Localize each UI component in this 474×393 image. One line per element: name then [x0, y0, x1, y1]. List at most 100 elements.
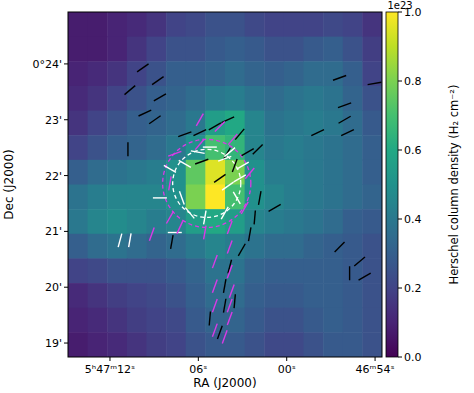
- heat-cell: [245, 185, 265, 210]
- polarization-vector: [249, 227, 251, 241]
- heat-cell: [225, 86, 245, 111]
- heat-cell: [264, 258, 284, 283]
- polarization-vector: [227, 299, 232, 312]
- heat-cell: [245, 308, 265, 333]
- heat-cell: [343, 185, 363, 210]
- heat-cell: [284, 258, 304, 283]
- heat-cell: [304, 160, 324, 185]
- heat-cell: [127, 12, 147, 37]
- heat-cell: [88, 283, 108, 308]
- polarization-vector: [354, 257, 365, 266]
- x-tick-label: 46ᵐ54ˢ: [356, 363, 395, 376]
- polarization-vector: [242, 149, 254, 156]
- heat-cell: [343, 209, 363, 234]
- heat-cell: [264, 308, 284, 333]
- heat-cell: [343, 86, 363, 111]
- heat-cell: [304, 61, 324, 86]
- polarization-vector: [311, 130, 324, 136]
- heat-cell: [362, 61, 382, 86]
- aperture-circle: [163, 139, 251, 227]
- heat-cell: [304, 258, 324, 283]
- heat-cell: [245, 283, 265, 308]
- heat-cell: [107, 86, 127, 111]
- polarization-vector: [228, 134, 237, 145]
- heat-cell: [127, 258, 147, 283]
- heat-cell: [147, 135, 167, 160]
- heat-cell: [68, 185, 88, 210]
- polarization-vector: [232, 159, 237, 172]
- heat-cell: [264, 209, 284, 234]
- heat-cell: [186, 258, 206, 283]
- heat-cell: [264, 135, 284, 160]
- heat-cell: [343, 37, 363, 62]
- polarization-vector: [127, 142, 128, 156]
- colorbar-tick: [398, 81, 402, 82]
- polarization-vector: [359, 273, 371, 280]
- heat-cell: [362, 332, 382, 357]
- polarization-vector: [137, 64, 148, 72]
- heat-cell: [107, 185, 127, 210]
- heat-cell: [127, 160, 147, 185]
- heat-cell: [107, 283, 127, 308]
- heat-cell: [88, 258, 108, 283]
- heat-cell: [147, 308, 167, 333]
- heat-cell: [166, 111, 186, 136]
- polarization-vector: [164, 165, 176, 172]
- heat-cell: [127, 185, 147, 210]
- polarization-vector: [169, 176, 171, 190]
- polarization-vector: [185, 208, 194, 219]
- heat-cell: [186, 283, 206, 308]
- y-tick: [64, 287, 68, 288]
- heat-cell: [264, 185, 284, 210]
- polarization-vector: [217, 326, 222, 339]
- polarization-vector: [152, 77, 163, 85]
- heat-cell: [343, 135, 363, 160]
- heat-cell: [362, 185, 382, 210]
- heat-cell: [205, 12, 225, 37]
- heat-cell: [68, 86, 88, 111]
- polarization-vector: [234, 175, 246, 182]
- heat-cell: [186, 61, 206, 86]
- heat-cell: [264, 283, 284, 308]
- polarization-vector: [254, 210, 255, 224]
- heat-cell: [304, 86, 324, 111]
- polarization-vector: [149, 228, 154, 241]
- heat-cell: [107, 160, 127, 185]
- heat-cell: [323, 135, 343, 160]
- heat-cell: [68, 332, 88, 357]
- heat-cell: [245, 332, 265, 357]
- polarization-vector: [339, 116, 351, 123]
- colorbar-tick: [398, 219, 402, 220]
- heat-cell: [68, 111, 88, 136]
- heat-cell: [304, 111, 324, 136]
- heat-cell: [107, 111, 127, 136]
- heat-cell: [107, 258, 127, 283]
- heat-cell: [107, 209, 127, 234]
- heat-cell: [127, 135, 147, 160]
- polarization-vector: [178, 132, 191, 137]
- heat-cell: [284, 332, 304, 357]
- plot-area: [68, 12, 382, 357]
- polarization-vector: [212, 299, 217, 312]
- polarization-vector: [227, 265, 232, 278]
- polarization-vector: [214, 174, 225, 182]
- polarization-vector: [149, 116, 160, 124]
- heat-cell: [323, 185, 343, 210]
- heat-cell: [323, 332, 343, 357]
- heat-cell: [205, 86, 225, 111]
- polarization-vector: [215, 121, 225, 131]
- polarization-vector: [227, 312, 232, 325]
- heat-cell: [362, 209, 382, 234]
- heat-cell: [225, 258, 245, 283]
- polarization-vector: [218, 156, 231, 161]
- heat-cell: [205, 61, 225, 86]
- y-tick: [64, 343, 68, 344]
- polarization-vector: [195, 139, 204, 150]
- chart: 5ʰ47ᵐ12ˢ06ˢ00ˢ46ᵐ54ˢ0°24'23'22'21'20'19'…: [0, 0, 474, 393]
- heat-cell: [147, 86, 167, 111]
- heat-cell: [343, 332, 363, 357]
- polarization-vector: [241, 202, 248, 214]
- heat-cell: [304, 209, 324, 234]
- colorbar-tick-label: 0.8: [404, 75, 422, 88]
- heat-cell: [304, 234, 324, 259]
